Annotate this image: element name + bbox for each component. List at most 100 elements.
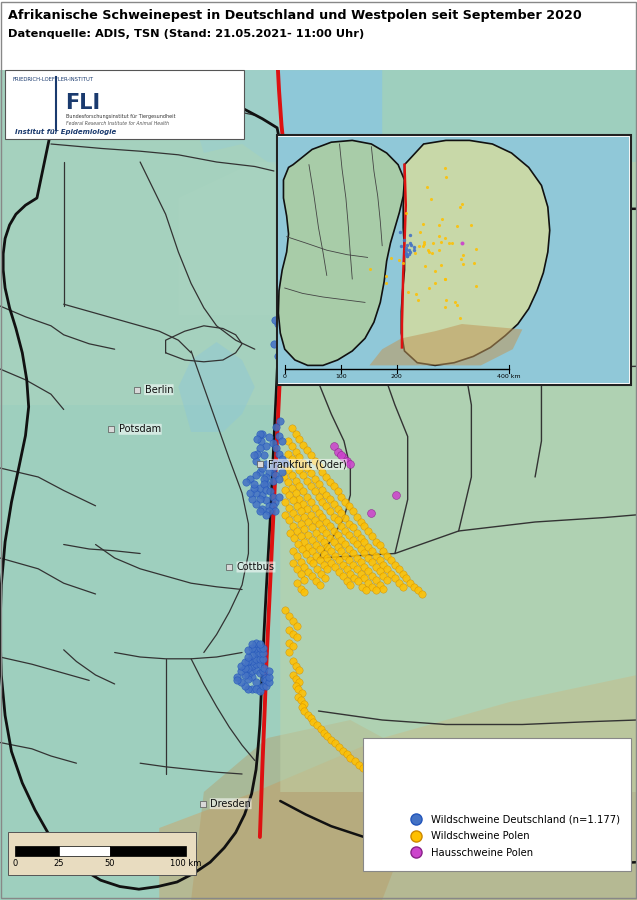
- Point: [268, 473, 278, 488]
- Point: [419, 237, 429, 251]
- Text: FRIEDRICH-LOEFFLER-INSTITUT: FRIEDRICH-LOEFFLER-INSTITUT: [13, 77, 94, 83]
- Bar: [5, 70, 244, 139]
- Point: [247, 641, 257, 655]
- Point: [293, 536, 303, 551]
- Point: [378, 581, 389, 596]
- Point: [315, 553, 325, 567]
- Point: [452, 219, 462, 233]
- Point: [367, 529, 377, 544]
- Point: [334, 565, 344, 580]
- Point: [375, 563, 385, 578]
- Point: [316, 722, 326, 736]
- Point: [258, 652, 268, 666]
- Point: [294, 675, 304, 689]
- Point: [320, 571, 330, 585]
- Point: [371, 549, 381, 563]
- Point: [243, 653, 254, 668]
- Point: [345, 578, 355, 592]
- Point: [318, 535, 329, 549]
- Point: [426, 192, 436, 206]
- Point: [288, 639, 298, 653]
- Bar: [59, 846, 110, 857]
- Bar: [15, 846, 59, 857]
- Text: Institut für Epidemiologie: Institut für Epidemiologie: [15, 129, 116, 135]
- Point: [251, 682, 261, 697]
- Point: [292, 499, 302, 513]
- Point: [329, 497, 339, 511]
- Bar: [110, 846, 186, 857]
- Point: [325, 475, 335, 490]
- Point: [311, 574, 321, 589]
- Point: [290, 486, 301, 500]
- Point: [264, 499, 274, 513]
- Point: [288, 544, 298, 558]
- Point: [283, 475, 293, 490]
- Point: [283, 463, 293, 477]
- Text: Berlin: Berlin: [145, 384, 173, 395]
- Point: [312, 335, 322, 349]
- Point: [251, 497, 261, 511]
- Point: [406, 238, 416, 252]
- Point: [283, 337, 293, 351]
- Point: [232, 673, 242, 688]
- Point: [283, 434, 293, 448]
- Point: [292, 630, 302, 644]
- Point: [431, 265, 441, 279]
- Legend: Wildschweine Deutschland (n=1.177), Wildschweine Polen, Hausschweine Polen: Wildschweine Deutschland (n=1.177), Wild…: [399, 808, 626, 863]
- Point: [348, 533, 358, 547]
- Point: [288, 556, 298, 571]
- Point: [310, 329, 320, 344]
- Polygon shape: [191, 720, 433, 900]
- Point: [290, 367, 301, 382]
- Bar: [278, 137, 629, 383]
- Point: [294, 479, 304, 493]
- Point: [255, 427, 265, 441]
- Point: [277, 464, 287, 479]
- Point: [261, 457, 271, 472]
- Point: [247, 491, 257, 506]
- Point: [321, 499, 331, 513]
- Point: [270, 455, 280, 470]
- Point: [318, 725, 329, 740]
- Point: [302, 461, 312, 475]
- Point: [259, 661, 269, 675]
- Point: [264, 670, 274, 684]
- Point: [336, 518, 347, 533]
- Point: [413, 293, 423, 308]
- Point: [311, 538, 321, 553]
- Point: [298, 468, 308, 482]
- Point: [322, 729, 333, 743]
- Point: [330, 736, 340, 751]
- Point: [369, 769, 380, 783]
- Point: [247, 636, 257, 651]
- Point: [288, 351, 298, 365]
- Text: Potsdam: Potsdam: [119, 424, 161, 435]
- Point: [367, 580, 377, 594]
- Point: [397, 567, 408, 581]
- Point: [402, 248, 412, 263]
- Point: [255, 481, 265, 495]
- Point: [418, 217, 428, 231]
- Point: [345, 457, 355, 472]
- Point: [326, 544, 336, 558]
- Point: [353, 574, 363, 589]
- Point: [264, 430, 274, 445]
- Point: [298, 497, 308, 511]
- Point: [294, 450, 304, 464]
- Point: [268, 499, 278, 513]
- Polygon shape: [159, 675, 637, 900]
- Point: [417, 587, 427, 601]
- Point: [299, 522, 310, 536]
- Point: [336, 490, 347, 504]
- Point: [293, 689, 303, 704]
- Point: [257, 461, 268, 475]
- Point: [391, 488, 401, 502]
- Point: [276, 434, 287, 448]
- Point: [352, 509, 362, 524]
- Point: [288, 668, 298, 682]
- Point: [310, 484, 320, 499]
- Text: Datenquelle: ADIS, TSN (Stand: 21.05.2021- 11:00 Uhr): Datenquelle: ADIS, TSN (Stand: 21.05.202…: [8, 29, 364, 39]
- Point: [341, 562, 352, 576]
- Point: [321, 470, 331, 484]
- Point: [274, 428, 284, 443]
